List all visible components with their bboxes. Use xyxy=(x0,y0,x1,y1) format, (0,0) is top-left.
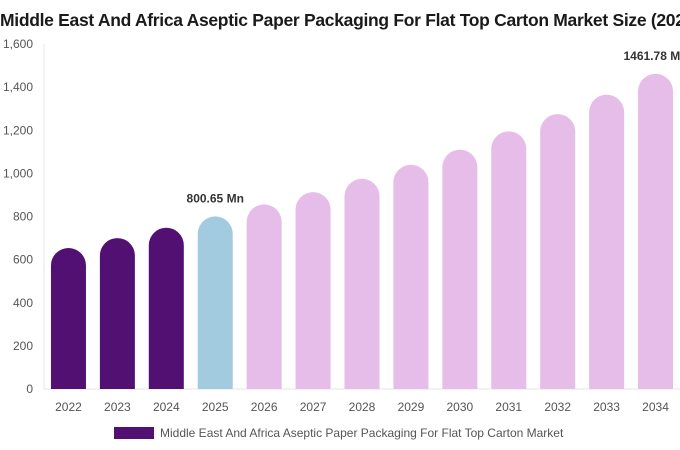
y-tick-label: 1,200 xyxy=(3,123,33,137)
y-tick-label: 400 xyxy=(13,296,33,310)
x-tick-label: 2022 xyxy=(55,400,82,414)
bar-2026[interactable] xyxy=(246,204,282,389)
chart-title: Middle East And Africa Aseptic Paper Pac… xyxy=(0,10,680,30)
bar-2033[interactable] xyxy=(589,94,625,389)
bar-2030[interactable] xyxy=(442,149,478,389)
x-tick-label: 2031 xyxy=(495,400,522,414)
x-tick-label: 2024 xyxy=(153,400,180,414)
bar-2023[interactable] xyxy=(99,238,135,389)
y-tick-label: 1,000 xyxy=(3,166,33,180)
legend-swatch xyxy=(114,427,154,439)
bar-2032[interactable] xyxy=(540,114,576,389)
x-tick-label: 2027 xyxy=(300,400,327,414)
x-tick-label: 2028 xyxy=(349,400,376,414)
y-tick-label: 0 xyxy=(26,382,33,396)
bar-2027[interactable] xyxy=(295,192,331,389)
bar-2029[interactable] xyxy=(393,164,429,389)
data-label-2025: 800.65 Mn xyxy=(187,191,244,205)
bar-2031[interactable] xyxy=(491,131,527,389)
y-tick-label: 1,600 xyxy=(3,37,33,51)
x-tick-label: 2033 xyxy=(593,400,620,414)
bar-2025[interactable] xyxy=(197,216,233,389)
bar-2022[interactable] xyxy=(50,247,86,389)
x-tick-label: 2023 xyxy=(104,400,131,414)
bar-2028[interactable] xyxy=(344,178,380,389)
chart-legend[interactable]: Middle East And Africa Aseptic Paper Pac… xyxy=(114,425,563,441)
bar-2024[interactable] xyxy=(148,227,184,389)
data-label-2034: 1461.78 Mn xyxy=(624,49,680,63)
y-tick-label: 1,400 xyxy=(3,80,33,94)
y-tick-label: 600 xyxy=(13,253,33,267)
bar-2034[interactable] xyxy=(638,73,674,389)
x-tick-label: 2032 xyxy=(544,400,571,414)
legend-label: Middle East And Africa Aseptic Paper Pac… xyxy=(160,426,564,440)
x-tick-label: 2030 xyxy=(446,400,473,414)
x-tick-label: 2026 xyxy=(251,400,278,414)
x-tick-label: 2034 xyxy=(642,400,669,414)
y-tick-label: 200 xyxy=(13,339,33,353)
x-tick-label: 2025 xyxy=(202,400,229,414)
y-tick-label: 800 xyxy=(13,210,33,224)
x-tick-label: 2029 xyxy=(398,400,425,414)
